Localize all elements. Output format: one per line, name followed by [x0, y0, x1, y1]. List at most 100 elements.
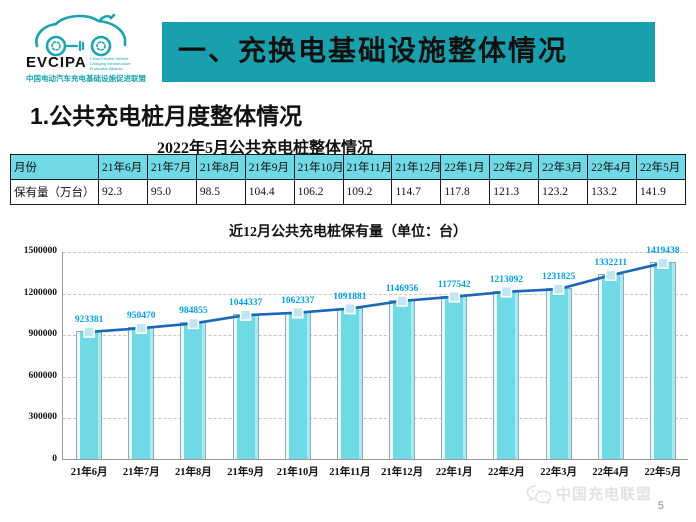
table-col-header: 22年2月: [489, 154, 540, 180]
data-point-marker: [552, 283, 565, 295]
table-col-header: 22年1月: [440, 154, 491, 180]
bar: [597, 274, 624, 459]
table-cell: 98.5: [195, 179, 246, 205]
table-col-header: 21年12月: [391, 154, 442, 180]
table-cell: 123.2: [538, 179, 589, 205]
bar: [128, 327, 155, 459]
data-point-marker: [135, 322, 148, 335]
data-point-marker: [239, 309, 252, 321]
bar: [336, 307, 363, 459]
bar-value-label: 923381: [74, 314, 104, 325]
data-point-marker: [500, 285, 513, 298]
gridline: [63, 418, 688, 420]
table-cell: 92.3: [98, 179, 148, 205]
bar-value-label: 1146956: [385, 283, 419, 294]
bar-value-label: 1332211: [594, 258, 628, 269]
x-axis-label: 21年6月: [70, 467, 108, 478]
table-cell: 104.4: [244, 179, 295, 205]
logo-subtitle-cn: 中国电动汽车充电基础设施促进联盟: [26, 74, 146, 83]
table-cell: 114.7: [391, 179, 442, 205]
table-col-header: 22年3月: [538, 154, 589, 180]
table-cell: 109.2: [342, 179, 393, 205]
y-axis-tick-label: 600000: [28, 370, 58, 381]
section-title: 1.公共充电桩月度整体情况: [30, 103, 303, 129]
table-col-header: 21年6月: [98, 154, 148, 180]
table-header-row: 月份 21年6月 21年7月 21年8月 21年9月 21年10月 21年11月 21年12…: [10, 154, 687, 180]
x-axis-label: 21年8月: [175, 467, 212, 478]
bar: [232, 314, 259, 459]
table-col-header: 21年9月: [244, 154, 295, 180]
gridline: [63, 376, 688, 378]
table-cell: 141.9: [635, 179, 687, 205]
logo-subtitle-en: China Electric Vehicle Charging Infrastr…: [89, 56, 131, 71]
bar-value-label: 1044337: [228, 298, 263, 309]
bar: [493, 290, 520, 459]
bar: [441, 295, 468, 459]
table-value-label: 保有量（万台）: [10, 179, 99, 205]
data-point-marker: [657, 257, 669, 269]
footer-label: 中国充电联盟: [555, 486, 652, 503]
bar: [76, 330, 103, 459]
logo-name: EVCIPA: [26, 54, 87, 71]
x-axis-label: 21年9月: [227, 467, 264, 478]
bar: [389, 299, 416, 459]
data-point-marker: [291, 306, 304, 319]
ev-car-icon: [35, 13, 127, 57]
table-cell: 133.2: [587, 179, 637, 205]
bar: [545, 288, 572, 459]
bar: [180, 322, 207, 459]
x-axis-label: 21年11月: [329, 467, 371, 478]
monthly-holdings-table: 月份 21年6月 21年7月 21年8月 21年9月 21年10月 21年11月 21年12…: [10, 154, 687, 205]
x-axis-label: 21年10月: [276, 467, 319, 478]
bar-value-label: 984855: [179, 306, 208, 317]
table-col-header: 22年4月: [587, 154, 637, 180]
data-point-marker: [448, 290, 461, 303]
data-point-marker: [83, 326, 95, 338]
table-col-header: 21年8月: [195, 154, 246, 180]
table-col-header: 21年10月: [293, 154, 344, 180]
y-axis-tick-label: 900000: [28, 329, 58, 340]
x-axis-label: 22年5月: [644, 467, 682, 478]
gridline: [63, 335, 688, 337]
y-axis-tick-label: 300000: [28, 412, 58, 423]
table-cell: 95.0: [146, 179, 197, 205]
banner-title: 一、充换电基础设施整体情况: [178, 36, 569, 67]
bar-value-label: 1062337: [281, 295, 315, 306]
table-cell: 121.3: [489, 179, 540, 205]
y-axis-tick-label: 0: [52, 454, 57, 464]
chart-title: 近12月公共充电桩保有量（单位：台）: [229, 225, 467, 240]
x-axis-label: 21年12月: [381, 467, 424, 478]
y-axis-tick-label: 1200000: [23, 287, 57, 298]
x-axis-label: 22年3月: [540, 467, 577, 478]
bar-value-label: 1177542: [437, 279, 471, 290]
evcipa-logo: EVCIPA China Electric Vehicle Charging I…: [26, 10, 156, 90]
footer: 中国充电联盟: [526, 483, 652, 504]
section-banner: 一、充换电基础设施整体情况: [162, 22, 655, 82]
table-col-header: 21年11月: [342, 154, 393, 180]
y-axis-tick-label: 1500000: [23, 246, 57, 256]
data-point-marker: [344, 302, 356, 315]
wechat-icon: [526, 484, 552, 504]
bar-value-label: 1231825: [541, 272, 576, 283]
x-axis-label: 22年1月: [435, 467, 473, 478]
bar: [649, 262, 676, 459]
x-axis-label: 22年2月: [488, 467, 525, 478]
table-title: 2022年5月公共充电桩整体情况: [156, 140, 373, 157]
table-row-header: 月份: [10, 154, 99, 180]
table-cell: 117.8: [440, 179, 491, 205]
page-number: 5: [657, 500, 664, 512]
table-col-header: 21年7月: [146, 154, 197, 180]
bar-value-label: 950470: [127, 311, 156, 322]
x-axis-label: 21年7月: [122, 467, 160, 478]
table-cell: 106.2: [293, 179, 344, 205]
trend-line-svg: [83, 257, 669, 338]
table-value-row: 保有量（万台） 92.3 95.0 98.5 104.4 106.2 109.2 114.7…: [10, 179, 687, 205]
data-point-marker: [604, 269, 617, 282]
bar-value-label: 1091881: [333, 291, 367, 302]
bar-value-label: 1419438: [646, 246, 680, 257]
bar-value-label: 1213092: [489, 274, 524, 285]
gridline: [63, 252, 688, 253]
x-axis-label: 22年4月: [592, 467, 630, 478]
gridline: [63, 293, 688, 295]
